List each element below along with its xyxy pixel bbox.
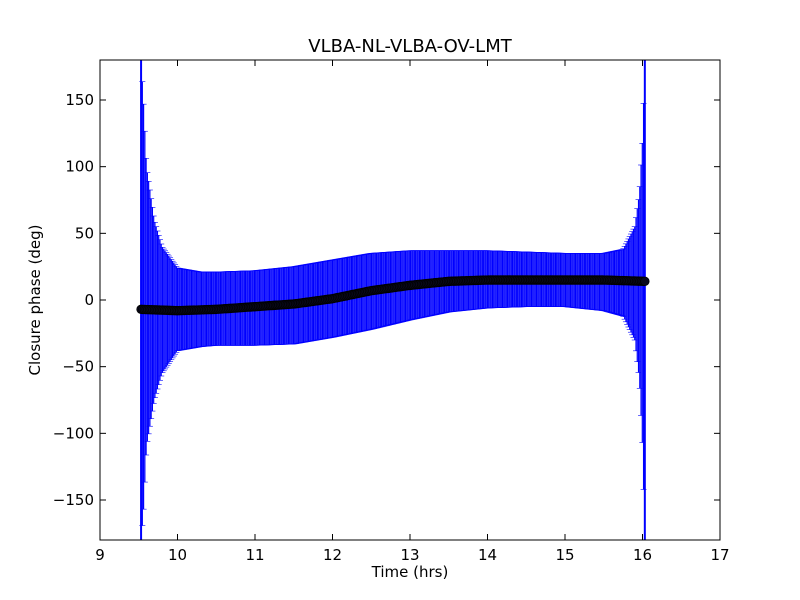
x-tick-label: 15 (555, 546, 574, 564)
x-tick-label: 13 (400, 546, 419, 564)
x-tick-label: 11 (245, 546, 264, 564)
plot-clip-group (136, 60, 650, 540)
x-tick-label: 17 (710, 546, 729, 564)
y-tick-label: −100 (53, 424, 94, 442)
y-tick-label: −50 (62, 358, 94, 376)
data-point (640, 276, 650, 287)
chart-title: VLBA-NL-VLBA-OV-LMT (308, 36, 512, 57)
x-tick-label: 16 (633, 546, 652, 564)
y-tick-label: 50 (75, 224, 94, 242)
y-tick-label: −150 (53, 491, 94, 509)
y-axis-title: Closure phase (deg) (26, 225, 44, 376)
axes-ticks: 9 10 11 12 13 14 15 16 17 −150 −100 −50 0 50 100 150 (53, 60, 730, 564)
x-tick-label: 14 (478, 546, 497, 564)
x-axis-title: Time (hrs) (371, 563, 449, 581)
x-tick-label: 12 (323, 546, 342, 564)
y-tick-label: 100 (65, 158, 94, 176)
plot-area (136, 60, 650, 540)
x-tick-label: 10 (168, 546, 187, 564)
y-tick-label: 0 (84, 291, 94, 309)
x-tick-label: 9 (95, 546, 105, 564)
y-tick-label: 150 (65, 91, 94, 109)
